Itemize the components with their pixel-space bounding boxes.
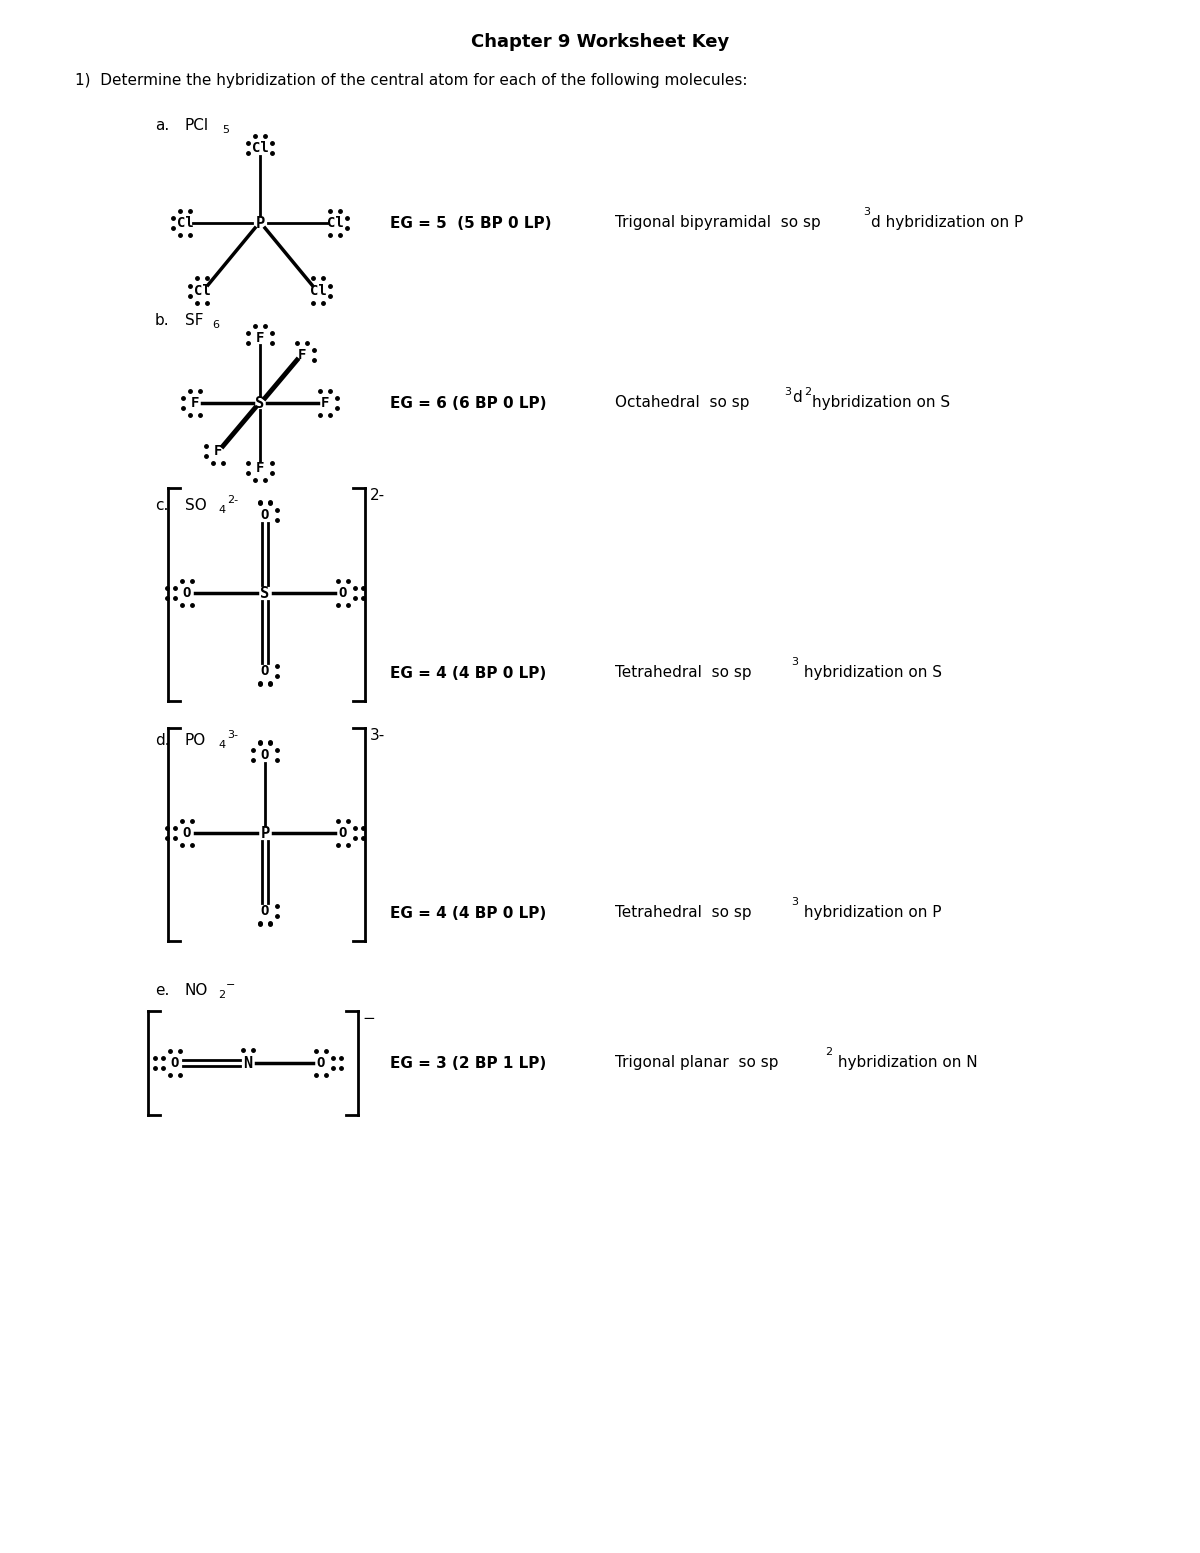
Text: hybridization on N: hybridization on N (833, 1056, 978, 1070)
Text: S: S (256, 396, 264, 410)
Text: Trigonal planar  so sp: Trigonal planar so sp (616, 1056, 779, 1070)
Text: 3: 3 (863, 207, 870, 217)
Text: 2: 2 (218, 989, 226, 1000)
Text: Tetrahedral  so sp: Tetrahedral so sp (616, 905, 751, 921)
Text: P: P (260, 826, 270, 840)
Text: O: O (317, 1056, 325, 1070)
Text: d.: d. (155, 733, 169, 749)
Text: SF: SF (185, 314, 204, 328)
Text: 3-: 3- (370, 728, 385, 742)
Text: F: F (214, 444, 222, 458)
Text: Cl: Cl (252, 141, 269, 155)
Text: 2-: 2- (227, 495, 238, 505)
Text: EG = 5  (5 BP 0 LP): EG = 5 (5 BP 0 LP) (390, 216, 552, 230)
Text: N: N (244, 1056, 252, 1070)
Text: F: F (191, 396, 199, 410)
Text: 1)  Determine the hybridization of the central atom for each of the following mo: 1) Determine the hybridization of the ce… (74, 73, 748, 89)
Text: EG = 6 (6 BP 0 LP): EG = 6 (6 BP 0 LP) (390, 396, 546, 410)
Text: O: O (260, 508, 269, 522)
Text: 6: 6 (212, 320, 220, 329)
Text: EG = 3 (2 BP 1 LP): EG = 3 (2 BP 1 LP) (390, 1056, 546, 1070)
Text: O: O (260, 665, 269, 679)
Text: F: F (256, 331, 264, 345)
Text: 3-: 3- (227, 730, 238, 739)
Text: O: O (170, 1056, 179, 1070)
Text: PO: PO (185, 733, 206, 749)
Text: Chapter 9 Worksheet Key: Chapter 9 Worksheet Key (470, 33, 730, 51)
Text: Octahedral  so sp: Octahedral so sp (616, 396, 750, 410)
Text: SO: SO (185, 499, 206, 512)
Text: F: F (256, 461, 264, 475)
Text: 2-: 2- (370, 488, 385, 503)
Text: S: S (260, 585, 270, 601)
Text: a.: a. (155, 118, 169, 134)
Text: F: F (320, 396, 329, 410)
Text: b.: b. (155, 314, 169, 328)
Text: d: d (792, 390, 802, 405)
Text: O: O (338, 585, 347, 599)
Text: −: − (362, 1011, 374, 1027)
Text: Trigonal bipyramidal  so sp: Trigonal bipyramidal so sp (616, 216, 821, 230)
Text: Cl: Cl (310, 284, 326, 298)
Text: d hybridization on P: d hybridization on P (871, 216, 1024, 230)
Text: O: O (182, 585, 191, 599)
Text: e.: e. (155, 983, 169, 999)
Text: O: O (338, 826, 347, 840)
Text: O: O (182, 826, 191, 840)
Text: c.: c. (155, 499, 168, 512)
Text: Cl: Cl (193, 284, 210, 298)
Text: 4: 4 (218, 739, 226, 750)
Text: O: O (260, 749, 269, 763)
Text: 3: 3 (791, 898, 798, 907)
Text: 3: 3 (791, 657, 798, 666)
Text: 5: 5 (222, 124, 229, 135)
Text: O: O (260, 904, 269, 918)
Text: EG = 4 (4 BP 0 LP): EG = 4 (4 BP 0 LP) (390, 905, 546, 921)
Text: 2: 2 (826, 1047, 832, 1058)
Text: hybridization on S: hybridization on S (812, 396, 950, 410)
Text: hybridization on P: hybridization on P (799, 905, 942, 921)
Text: F: F (298, 348, 306, 362)
Text: EG = 4 (4 BP 0 LP): EG = 4 (4 BP 0 LP) (390, 666, 546, 680)
Text: hybridization on S: hybridization on S (799, 666, 942, 680)
Text: Cl: Cl (326, 216, 343, 230)
Text: −: − (226, 980, 235, 989)
Text: 2: 2 (804, 387, 811, 398)
Text: PCl: PCl (185, 118, 209, 134)
Text: 3: 3 (784, 387, 791, 398)
Text: Cl: Cl (176, 216, 193, 230)
Text: Tetrahedral  so sp: Tetrahedral so sp (616, 666, 751, 680)
Text: NO: NO (185, 983, 209, 999)
Text: 4: 4 (218, 505, 226, 516)
Text: P: P (256, 216, 264, 230)
